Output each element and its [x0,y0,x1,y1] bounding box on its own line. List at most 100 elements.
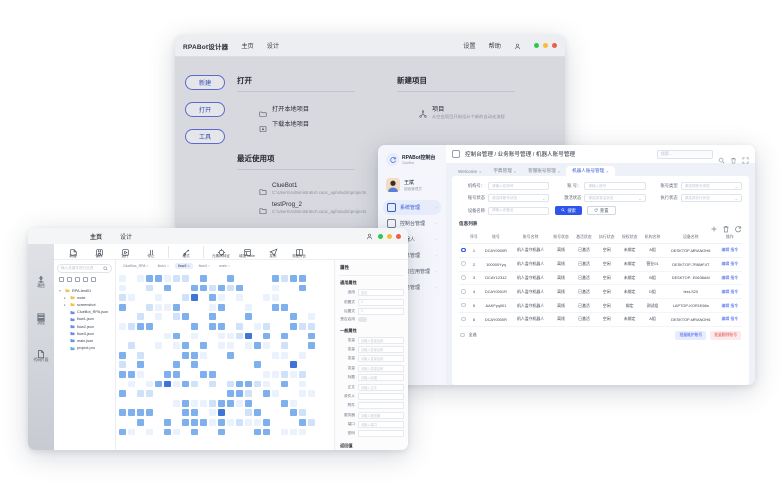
flow-node[interactable] [209,399,216,407]
flow-node[interactable] [227,351,234,359]
tree-search-input[interactable]: 输入关键字进行过滤 [57,264,112,273]
flow-node[interactable] [281,371,288,378]
flow-node[interactable] [263,294,270,301]
close-icon[interactable]: × [479,168,482,174]
menu-settings[interactable]: 设置 [463,43,476,50]
window-controls[interactable] [378,233,401,239]
flow-node[interactable] [236,419,243,426]
search-button[interactable]: 搜索 [555,206,582,215]
flow-node[interactable] [173,380,180,388]
flow-node[interactable] [263,390,270,397]
flow-node[interactable] [218,323,225,330]
flow-node[interactable] [119,351,126,359]
flow-node[interactable] [182,351,189,359]
refresh-icon[interactable] [75,277,80,282]
menu-toggle-icon[interactable] [452,150,460,158]
flow-node[interactable] [182,380,189,388]
flow-node-selected[interactable] [290,361,297,369]
flow-node[interactable] [308,323,315,330]
flow-node[interactable] [128,294,135,301]
property-input[interactable]: 0 [358,307,404,315]
flow-node[interactable] [191,380,198,388]
property-input[interactable]: 请输入服务器 [358,411,404,419]
fullscreen-icon[interactable] [742,151,749,163]
flow-node[interactable] [182,313,189,321]
flow-node[interactable] [137,275,144,282]
tab-home[interactable]: 主页 [90,234,103,241]
property-input[interactable] [358,402,404,410]
property-input[interactable]: 请输入正文 [358,383,404,391]
flow-node[interactable] [272,294,279,301]
tab-service-account[interactable]: 客服账号管理 × [522,166,566,176]
flow-node[interactable] [209,313,216,321]
flow-node[interactable] [245,313,252,321]
edit-link[interactable]: 编辑 [721,302,730,308]
flow-node[interactable] [218,294,225,301]
flow-node[interactable] [227,380,234,388]
flow-node[interactable] [164,419,171,426]
toolbar-新建[interactable]: 新建 [60,244,86,259]
flow-tab-flow1[interactable]: flow1 × [155,263,173,269]
flow-node[interactable] [155,303,162,311]
flow-node-selected[interactable] [218,409,225,417]
table-row[interactable]: 6 DCAY0000R 机人监守机器人 离线 已激活 空闲 未绑定 A组 DESKTOP-MRA… [459,312,742,327]
close-icon[interactable]: × [146,264,149,268]
rail-item-snippet[interactable]: 代码片段 [33,346,49,363]
flow-node[interactable] [236,284,243,292]
close-icon[interactable]: × [513,168,517,174]
flow-node[interactable] [218,342,225,349]
flow-node[interactable] [281,275,288,282]
tree-node[interactable]: ▸ node [59,294,112,301]
row-radio[interactable] [459,257,468,272]
flow-node[interactable] [290,313,297,321]
flow-node[interactable] [191,399,198,407]
flow-node[interactable] [146,284,153,292]
flow-node[interactable] [227,342,234,349]
flow-node[interactable] [173,399,180,407]
search-icon[interactable] [718,151,725,163]
flow-node[interactable] [299,419,306,426]
cell-ops[interactable]: 编辑 指令 [717,257,742,272]
flow-node[interactable] [281,399,288,407]
row-radio[interactable] [459,284,468,300]
user-icon[interactable] [366,228,373,245]
flow-node[interactable] [173,332,180,340]
toolbar-流程对比[interactable]: 流程对比 [286,244,312,259]
maximize-dot[interactable] [543,43,548,48]
flow-node[interactable] [263,419,270,426]
flow-node[interactable] [263,332,270,340]
flow-node[interactable] [119,323,126,330]
flow-node[interactable] [128,428,135,436]
flow-node[interactable] [146,303,153,311]
flow-node[interactable] [200,342,207,349]
edit-link[interactable]: 编辑 [721,274,730,280]
flow-node[interactable] [200,275,207,282]
flow-node[interactable] [299,323,306,330]
minimize-dot[interactable] [378,233,383,239]
flow-node[interactable] [200,399,207,407]
cell-ops[interactable]: 编辑 指令 [717,284,742,300]
flow-node[interactable] [308,313,315,321]
flow-node[interactable] [191,409,198,417]
flow-node[interactable] [182,294,189,301]
flow-node[interactable] [209,380,216,388]
reset-button[interactable]: 重置 [586,206,616,215]
flow-node[interactable] [299,275,306,282]
flow-node[interactable] [200,284,207,292]
property-input[interactable]: 0 [358,298,404,306]
tree-node[interactable]: flow3.json [59,330,112,337]
command-link[interactable]: 指令 [730,261,739,267]
flow-node[interactable] [299,390,306,397]
new-folder-icon[interactable] [83,277,88,282]
flow-node[interactable] [191,428,198,436]
flow-grid[interactable] [116,274,334,450]
flow-node[interactable] [128,342,135,349]
new-project-item[interactable]: 项目 从空白项目开始设计个新的自动化流程 [397,101,557,123]
flow-node[interactable] [308,419,315,426]
flow-node[interactable] [155,380,162,388]
flow-node[interactable] [119,390,126,397]
flow-node[interactable] [281,303,288,311]
flow-node-selected[interactable] [191,294,198,301]
flow-node[interactable] [191,361,198,369]
flow-node[interactable] [254,342,261,349]
